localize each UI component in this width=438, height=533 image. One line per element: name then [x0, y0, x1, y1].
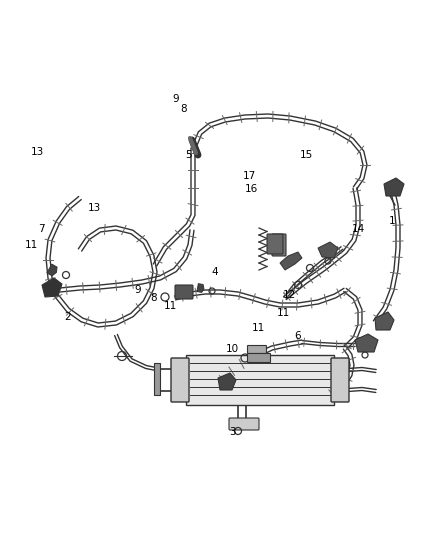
FancyBboxPatch shape — [175, 285, 193, 299]
FancyBboxPatch shape — [331, 358, 349, 402]
Polygon shape — [355, 334, 378, 352]
Text: 7: 7 — [38, 224, 45, 234]
Text: 13: 13 — [31, 147, 44, 157]
Text: 3: 3 — [229, 427, 236, 437]
Text: 11: 11 — [252, 323, 265, 333]
Polygon shape — [384, 178, 404, 196]
FancyBboxPatch shape — [267, 234, 283, 254]
Text: 2: 2 — [64, 312, 71, 322]
FancyBboxPatch shape — [229, 418, 259, 430]
Text: 14: 14 — [352, 224, 365, 234]
Bar — [154, 363, 160, 395]
Text: 16: 16 — [245, 184, 258, 194]
FancyBboxPatch shape — [171, 358, 189, 402]
Text: 8: 8 — [180, 104, 187, 114]
Text: 1: 1 — [389, 216, 396, 226]
Polygon shape — [318, 242, 338, 258]
FancyBboxPatch shape — [247, 353, 271, 362]
Polygon shape — [280, 252, 302, 270]
Text: 15: 15 — [300, 150, 313, 159]
FancyBboxPatch shape — [247, 345, 266, 353]
Text: 11: 11 — [277, 309, 290, 318]
Text: 11: 11 — [164, 302, 177, 311]
Text: 10: 10 — [226, 344, 239, 354]
Text: 8: 8 — [150, 294, 157, 303]
Text: 12: 12 — [283, 290, 296, 300]
Text: 11: 11 — [25, 240, 38, 250]
Text: 5: 5 — [185, 150, 192, 159]
Text: 9: 9 — [134, 286, 141, 295]
Text: 17: 17 — [243, 171, 256, 181]
Bar — [186, 355, 334, 405]
Polygon shape — [218, 373, 236, 390]
Polygon shape — [47, 264, 57, 276]
Polygon shape — [42, 278, 62, 297]
Text: 4: 4 — [211, 267, 218, 277]
Text: 6: 6 — [294, 331, 301, 341]
Polygon shape — [375, 312, 394, 330]
Polygon shape — [197, 284, 204, 293]
FancyBboxPatch shape — [272, 234, 286, 256]
Text: 9: 9 — [172, 94, 179, 103]
Text: 13: 13 — [88, 203, 101, 213]
